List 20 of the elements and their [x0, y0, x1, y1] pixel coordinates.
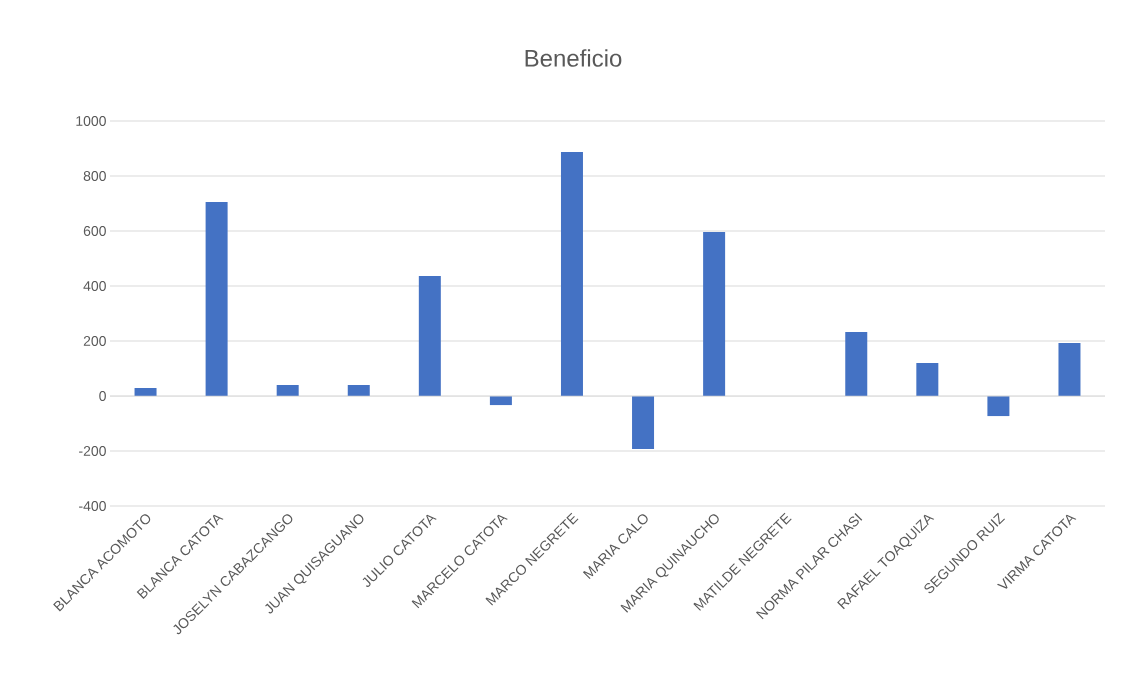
y-tick-label: -400	[79, 501, 106, 511]
y-tick-label: 400	[83, 281, 106, 291]
bar	[703, 232, 726, 396]
bar	[205, 202, 228, 396]
y-tick-label: 1000	[76, 116, 106, 126]
bar	[418, 276, 441, 396]
y-tick-label: 800	[83, 171, 106, 181]
y-tick-label: 200	[83, 336, 106, 346]
bar	[632, 396, 655, 450]
y-tick-label: 600	[83, 226, 106, 236]
bar	[916, 363, 939, 396]
y-tick-label: -200	[79, 446, 106, 456]
bar	[1058, 342, 1081, 396]
bar	[347, 385, 370, 396]
bar	[845, 331, 868, 396]
bar	[276, 385, 299, 396]
y-tick-label: 0	[99, 391, 106, 401]
bar	[987, 396, 1010, 417]
chart-title: Beneficio	[525, 49, 622, 67]
bar	[560, 152, 583, 396]
